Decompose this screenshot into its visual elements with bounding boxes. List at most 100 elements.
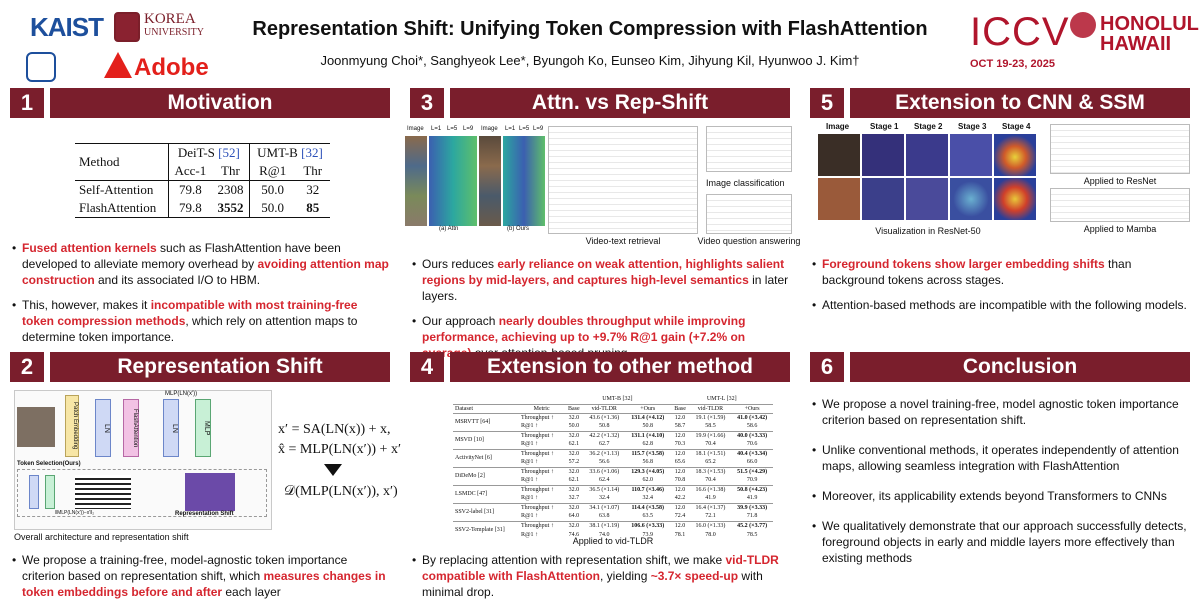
mamba-table (1050, 188, 1190, 222)
motivation-table: Method DeiT-S [52] UMT-B [32] Acc-1 Thr … (75, 143, 330, 218)
conclusion-text: We propose a novel training-free, model … (812, 396, 1192, 575)
figure-caption: Applied to Mamba (1083, 224, 1157, 234)
equation-3: 𝒟(MLP(LN(x′)), x′) (284, 484, 398, 499)
vid-tldr-table: UMT-B [32] UMT-L [32] Dataset Metric Bas… (453, 395, 773, 539)
extension-other-text: By replacing attention with representati… (412, 552, 794, 600)
token-selection-label: Token Selection(Ours) (17, 461, 81, 467)
conference-dates: OCT 19-23, 2025 (970, 58, 1055, 70)
table-subheader: R@1 (249, 162, 296, 181)
arrow-down-icon (324, 464, 342, 476)
stage-map (862, 134, 904, 176)
rep-shift-maps (503, 136, 545, 226)
ln-block: LN (95, 399, 111, 457)
section-number: 4 (410, 352, 444, 382)
table-row: SSV2-Template [31] Throughput ↑ 32.0 38.1 (… (453, 520, 773, 539)
table-subheader: Thr (211, 162, 250, 181)
table-row: R@1 ↑ 74.6 74.0 73.9 78.1 78.0 78.5 (521, 531, 758, 538)
image-classification-table (706, 126, 792, 172)
attention-maps (429, 136, 477, 226)
hibiscus-icon (1070, 12, 1096, 38)
ln-block (29, 475, 39, 509)
norm-label: ‖MLP(LN(x'))−x'‖₂ (55, 510, 95, 516)
conference-city: HONOLULU HAWAII (1100, 13, 1200, 55)
section-title: Attn. vs Rep-Shift (450, 88, 790, 118)
adobe-mark-icon (104, 52, 132, 78)
section-extension-cnn-ssm-header: 5 Extension to CNN & SSM (810, 88, 1190, 118)
sample-images (405, 136, 427, 226)
table-row: LSMDC [47] Throughput ↑ 32.0 36.5 (×1.14) 11… (453, 484, 773, 503)
poster-authors: Joonmyung Choi*, Sanghyeok Lee*, Byungoh… (320, 53, 860, 68)
table-row: R@1 ↑ 62.1 62.7 62.8 70.3 70.4 70.6 (521, 441, 758, 448)
figure-caption: Video-text retrieval (585, 236, 661, 246)
stage-map (906, 178, 948, 220)
rep-shift-label: Representation Shift (175, 511, 234, 517)
section-title: Extension to CNN & SSM (850, 88, 1190, 118)
section-attn-vs-repshift-header: 3 Attn. vs Rep-Shift (410, 88, 790, 118)
stage-map (862, 178, 904, 220)
section-number: 1 (10, 88, 44, 118)
adobe-logo: Adobe (134, 54, 209, 81)
equation-2: x̂ = MLP(LN(x′)) + x′ (278, 442, 402, 457)
table-row: R@1 ↑ 50.0 50.8 50.8 58.7 58.5 58.6 (521, 423, 758, 430)
table-row: R@1 ↑ 32.7 32.4 32.4 42.2 41.9 41.9 (521, 495, 758, 502)
table-header: UMT-B [32] (249, 143, 330, 162)
video-qa-table (706, 194, 792, 234)
table-row: R@1 ↑ 62.1 62.4 62.0 70.8 70.4 70.9 (521, 477, 758, 484)
section-motivation-header: 1 Motivation (10, 88, 390, 118)
figure-caption: Applied to vid-TLDR (572, 536, 654, 546)
stage-map (906, 134, 948, 176)
figure-caption: Video question answering (697, 236, 801, 246)
dog-image (818, 178, 860, 220)
flashattention-block: FlashAttention (123, 399, 139, 457)
representation-shift-map (185, 473, 235, 511)
cat-image (17, 407, 55, 447)
korea-university-seal-icon (114, 12, 140, 42)
extension-cnn-ssm-text: Foreground tokens show larger embedding … (812, 256, 1192, 322)
mlp-label: MLP(LN(x')) (165, 391, 198, 397)
table-header: Method (75, 143, 169, 181)
bullet-point: We qualitatively demonstrate that our ap… (812, 518, 1192, 566)
institution-logos: KAIST KOREA UNIVERSITY Adobe (12, 8, 212, 82)
ln-block: LN (163, 399, 179, 457)
table-row: Self-Attention 79.8 2308 50.0 32 (75, 180, 330, 199)
bullet-point: Attention-based methods are incompatible… (812, 297, 1192, 313)
resnet-table (1050, 124, 1190, 174)
mlp-block: MLP (195, 399, 211, 457)
table-row: R@1 ↑ 57.2 56.6 56.8 65.6 65.2 66.0 (521, 459, 758, 466)
section-extension-other-header: 4 Extension to other method (410, 352, 790, 382)
table-row: FlashAttention 79.8 3552 50.0 85 (75, 199, 330, 218)
bullet-point: By replacing attention with representati… (412, 552, 794, 600)
bullet-point: Unlike conventional methods, it operates… (812, 442, 1192, 474)
table-row: MSVD [10] Throughput ↑ 32.0 42.2 (×1.32) 131… (453, 430, 773, 449)
dog-image (818, 134, 860, 176)
table-row: R@1 ↑ 64.0 63.8 63.5 72.4 72.1 71.8 (521, 513, 758, 520)
bullet-point: This, however, makes it incompatible wit… (12, 297, 390, 345)
table-header: UMT-B [32] (564, 395, 671, 405)
stage-map (950, 178, 992, 220)
section-number: 5 (810, 88, 844, 118)
section-title: Extension to other method (450, 352, 790, 382)
token-selection-box (17, 469, 267, 517)
section-number: 6 (810, 352, 844, 382)
stage-map (994, 134, 1036, 176)
sample-images (479, 136, 501, 226)
poster-header: Representation Shift: Unifying Token Com… (220, 18, 960, 68)
video-text-retrieval-table (548, 126, 698, 234)
resnet-visualization: Image Stage 1 Stage 2 Stage 3 Stage 4 (818, 122, 1038, 222)
section-conclusion-header: 6 Conclusion (810, 352, 1190, 382)
table-row: DiDeMo [2] Throughput ↑ 32.0 33.6 (×1.06) 12… (453, 466, 773, 485)
section-title: Representation Shift (50, 352, 390, 382)
section-title: Motivation (50, 88, 390, 118)
lab-logo-icon (26, 52, 56, 82)
bullet-point: We propose a training-free, model-agnost… (12, 552, 390, 600)
token-bars (75, 475, 131, 509)
mlp-block (45, 475, 55, 509)
figure-caption: Visualization in ResNet-50 (875, 226, 981, 236)
bullet-point: Fused attention kernels such as FlashAtt… (12, 240, 390, 288)
attention-comparison-figure: Image L=1 L=5 L=9 Image L=1 L=5 L=9 (a) … (405, 126, 545, 234)
table-row: ActivityNet [6] Throughput ↑ 32.0 36.2 (×1.… (453, 448, 773, 467)
table-row: SSV2-label [31] Throughput ↑ 32.0 34.1 (×1.… (453, 502, 773, 521)
korea-university-logo: KOREA UNIVERSITY (144, 11, 204, 39)
figure-caption: Image classification (706, 178, 785, 188)
conference-logo: ICCV HONOLULU HAWAII OCT 19-23, 2025 (968, 6, 1200, 86)
